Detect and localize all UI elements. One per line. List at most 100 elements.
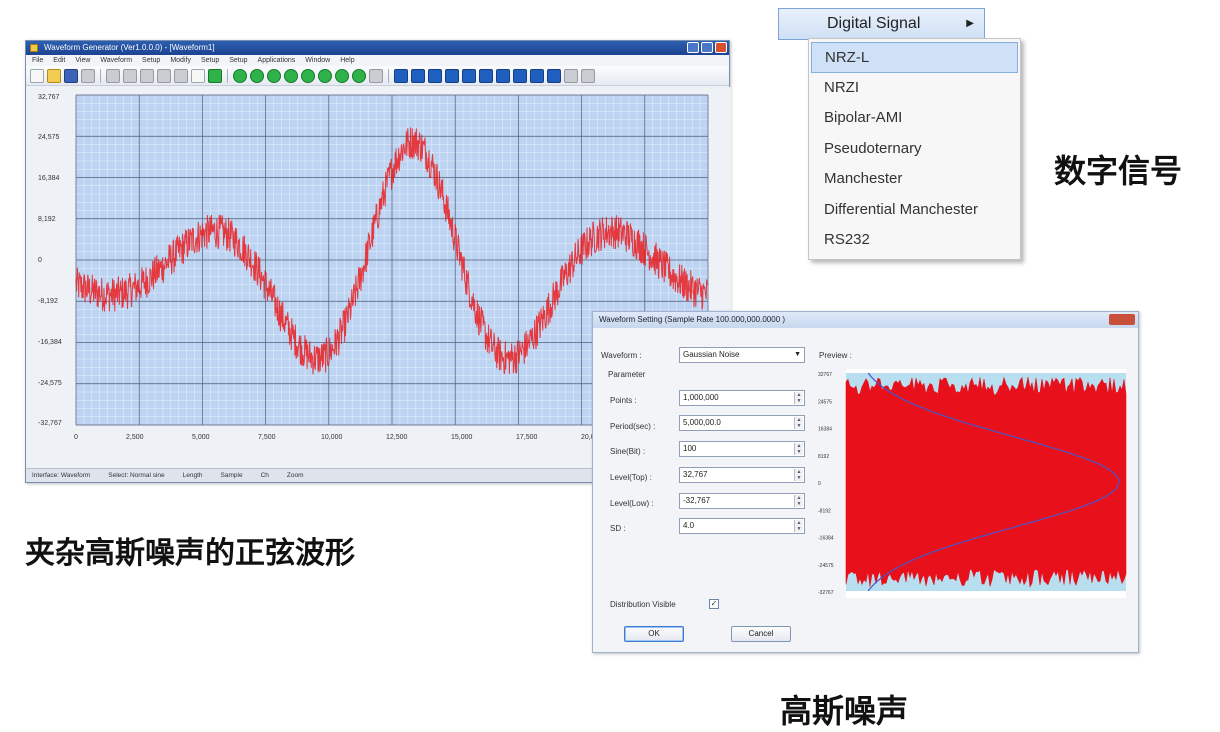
sd-label: SD : (610, 524, 626, 533)
menu-setup-3[interactable]: Setup (229, 57, 248, 64)
dialog-close-icon[interactable] (1109, 314, 1135, 325)
tool-4-icon[interactable] (445, 68, 459, 83)
tool-2-icon[interactable] (411, 68, 425, 83)
menu-item-bipolar-ami[interactable]: Bipolar-AMI (824, 109, 903, 126)
level-low-label: Level(Low) : (610, 499, 654, 508)
preview-y-tick-label: 32767 (818, 372, 832, 378)
waveform-chart[interactable]: 32,767 24,575 16,384 8,192 0 -8,192 -16,… (26, 87, 731, 471)
waveform-2-icon[interactable] (250, 68, 264, 83)
spin-icon[interactable]: ▲ ▼ (794, 520, 803, 532)
tool-10-icon[interactable] (547, 68, 561, 83)
period-input[interactable]: 5,000,00.0 ▲ ▼ (679, 415, 805, 431)
undo-icon[interactable] (157, 68, 171, 83)
open-folder-icon[interactable] (47, 68, 61, 83)
waveform-select[interactable]: Gaussian Noise ▼ (679, 347, 805, 363)
menu-edit[interactable]: Edit (53, 57, 66, 64)
tool-3-icon[interactable] (428, 68, 442, 83)
app-icon (30, 44, 38, 52)
menu-file[interactable]: File (32, 57, 44, 64)
redo-icon[interactable] (174, 68, 188, 83)
menu-modify[interactable]: Modify (170, 57, 191, 64)
copy-icon[interactable] (123, 68, 137, 83)
new-file-icon[interactable] (30, 68, 44, 83)
x-tick-label: 10,000 (321, 434, 343, 441)
settings-icon[interactable] (369, 68, 383, 83)
waveform-1-icon[interactable] (233, 68, 247, 83)
tool-7-icon[interactable] (496, 68, 510, 83)
menu-window[interactable]: Window (305, 57, 331, 64)
toolbar-separator (388, 68, 389, 83)
status-channel: Ch (260, 472, 269, 479)
menu-setup-2[interactable]: Setup (200, 57, 220, 64)
waveform-4-icon[interactable] (284, 68, 298, 83)
x-tick-label: 0 (74, 434, 78, 441)
spin-icon[interactable]: ▲ ▼ (794, 392, 803, 404)
tool-6-icon[interactable] (479, 68, 493, 83)
tool-8-icon[interactable] (513, 68, 527, 83)
waveform-setting-dialog: Waveform Setting (Sample Rate 100.000,00… (592, 311, 1139, 653)
spin-icon[interactable]: ▲ ▼ (794, 495, 803, 507)
menu-item-pseudoternary[interactable]: Pseudoternary (824, 139, 922, 157)
menu-item-manchester[interactable]: Manchester (824, 170, 903, 187)
maximize-icon[interactable] (701, 42, 713, 53)
menu-item-differential-manchester[interactable]: Differential Manchester (824, 200, 978, 218)
tool-12-icon[interactable] (581, 68, 595, 83)
level-top-label: Level(Top) : (610, 473, 652, 482)
cut-icon[interactable] (106, 68, 120, 83)
distribution-visible-label: Distribution Visible (610, 600, 676, 609)
menu-item-nrzi[interactable]: NRZI (824, 78, 859, 96)
status-length: Length (182, 472, 203, 479)
menu-item-rs232[interactable]: RS232 (824, 231, 870, 248)
y-tick-label: -24,575 (38, 380, 62, 387)
preview-y-tick-label: -8192 (818, 508, 831, 514)
menu-item-nrz-l[interactable]: NRZ-L (811, 42, 1018, 73)
distribution-curve (867, 372, 1120, 592)
toolbar (26, 66, 729, 86)
tool-9-icon[interactable] (530, 68, 544, 83)
digital-signal-submenu: NRZ-L NRZI Bipolar-AMI Pseudoternary Man… (808, 38, 1021, 260)
distribution-visible-checkbox[interactable]: ✓ (709, 599, 719, 609)
spin-icon[interactable]: ▲ ▼ (794, 417, 803, 429)
gaussian-noise-preview: 32767 24575 16384 8192 0 -8192 -16384 -24575 -32… (818, 369, 1127, 598)
waveform-label: Waveform : (601, 351, 642, 360)
menu-setup[interactable]: Setup (142, 57, 161, 64)
menu-help[interactable]: Help (340, 57, 355, 64)
waveform-7-icon[interactable] (335, 68, 349, 83)
points-input[interactable]: 1,000,000 ▲ ▼ (679, 390, 805, 406)
waveform-6-icon[interactable] (318, 68, 332, 83)
minimize-icon[interactable] (687, 42, 699, 53)
cancel-button[interactable]: Cancel (731, 626, 791, 642)
level-low-value: -32,767 (683, 496, 711, 505)
page-icon[interactable] (191, 68, 205, 83)
menu-view[interactable]: View (75, 57, 91, 64)
paste-icon[interactable] (140, 68, 154, 83)
run-icon[interactable] (208, 68, 222, 83)
y-tick-label: 16,384 (38, 175, 60, 182)
x-tick-label: 17,500 (516, 434, 538, 441)
save-icon[interactable] (64, 68, 78, 83)
spin-icon[interactable]: ▲ ▼ (794, 443, 803, 455)
close-icon[interactable] (715, 42, 727, 53)
waveform-app-window: Waveform Generator (Ver1.0.0.0) - [Wavef… (25, 40, 731, 483)
menu-digital-signal[interactable]: Digital Signal ▶ (778, 8, 985, 40)
sine-bit-input[interactable]: 100 ▲ ▼ (679, 441, 805, 457)
points-label: Points : (610, 396, 637, 405)
print-icon[interactable] (81, 68, 95, 83)
tool-11-icon[interactable] (564, 68, 578, 83)
status-bar: Interface: Waveform Select: Normal sine … (26, 468, 729, 482)
tool-1-icon[interactable] (394, 68, 408, 83)
dialog-titlebar: Waveform Setting (Sample Rate 100.000,00… (593, 312, 1138, 328)
waveform-3-icon[interactable] (267, 68, 281, 83)
ok-button[interactable]: OK (624, 626, 684, 642)
sd-input[interactable]: 4.0 ▲ ▼ (679, 518, 805, 534)
level-low-input[interactable]: -32,767 ▲ ▼ (679, 493, 805, 509)
tool-5-icon[interactable] (462, 68, 476, 83)
waveform-8-icon[interactable] (352, 68, 366, 83)
spin-icon[interactable]: ▲ ▼ (794, 469, 803, 481)
caption-gaussian-noise: 高斯噪声 (780, 693, 909, 729)
level-top-input[interactable]: 32,767 ▲ ▼ (679, 467, 805, 483)
menu-waveform[interactable]: Waveform (100, 57, 133, 64)
waveform-5-icon[interactable] (301, 68, 315, 83)
menu-applications[interactable]: Applications (257, 57, 296, 64)
window-controls (687, 42, 727, 53)
